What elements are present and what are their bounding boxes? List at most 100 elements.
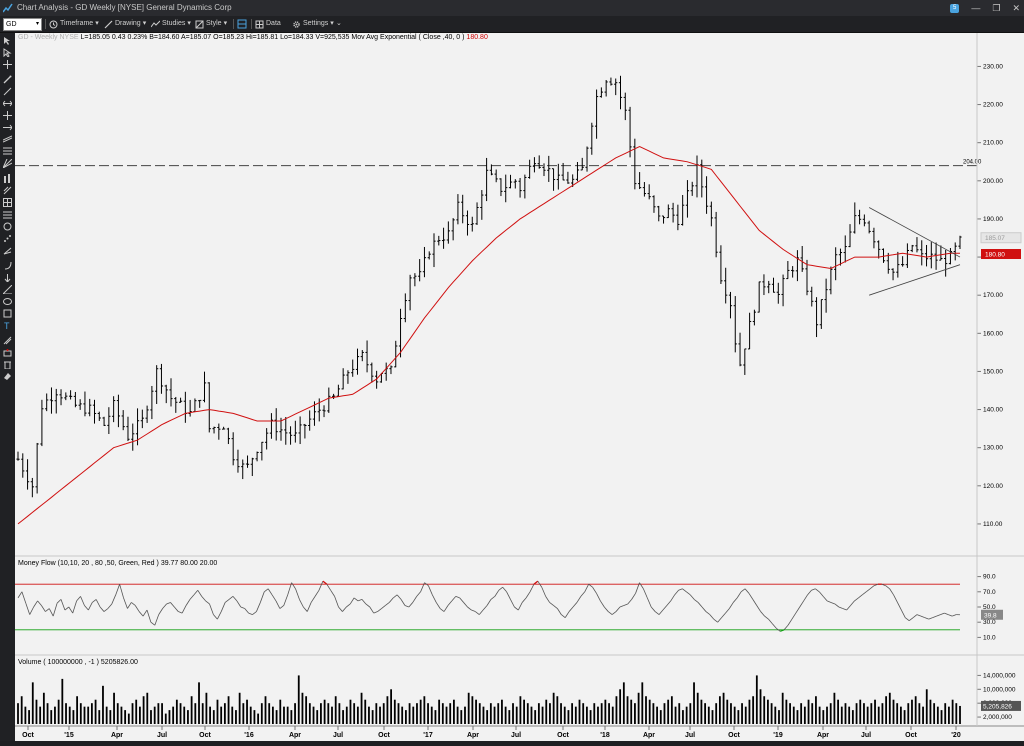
gann-fan-icon[interactable] [3, 159, 12, 168]
volume-bar [449, 703, 451, 724]
chart-canvas[interactable]: 230.00220.00210.00200.00190.00180.00170.… [15, 33, 1024, 741]
price-bar [227, 428, 230, 444]
money-flow-segment [135, 605, 139, 611]
volume-bar [239, 693, 241, 724]
volume-bar [959, 706, 961, 724]
money-flow-segment [405, 605, 409, 607]
crosshair-icon[interactable] [3, 60, 12, 69]
price-bar [150, 386, 153, 419]
volume-bar [95, 700, 97, 724]
volume-bar [368, 707, 370, 724]
rectangle-icon[interactable] [3, 309, 12, 318]
trendline-icon[interactable] [3, 87, 12, 96]
money-flow-name[interactable]: Money Flow (10,10, 20 , 80 ,50, Green, R… [18, 560, 159, 567]
money-flow-legend: Money Flow (10,10, 20 , 80 ,50, Green, R… [18, 559, 217, 569]
money-flow-segment [753, 599, 757, 605]
volume-bar [479, 703, 481, 724]
maximize-icon[interactable]: ❐ [992, 0, 1000, 16]
money-flow-segment [272, 595, 276, 601]
bars-icon[interactable] [3, 174, 12, 183]
ray-icon[interactable] [3, 123, 12, 132]
volume-bar [468, 693, 470, 724]
close-icon[interactable]: ✕ [1012, 0, 1020, 16]
price-bar [662, 216, 665, 224]
data-button[interactable]: Data [255, 16, 281, 32]
x-axis-label: '20 [951, 732, 961, 739]
drawing-button[interactable]: Drawing ▾ [104, 16, 146, 32]
money-flow-segment [761, 612, 765, 617]
money-flow-segment [401, 599, 405, 605]
triangle-lower-trendline[interactable] [869, 265, 960, 296]
lines-icon[interactable] [3, 210, 12, 219]
price-bar [628, 107, 631, 157]
alert-icon[interactable] [3, 348, 12, 357]
volume-bar [431, 707, 433, 724]
style-button[interactable]: Style ▾ [195, 16, 227, 32]
parallel-channel-icon[interactable] [3, 135, 12, 144]
pitchfork-icon[interactable] [3, 186, 12, 195]
legend-study[interactable]: Mov Avg Exponential ( Close ,40, 0 ) [351, 34, 464, 41]
timeframe-button[interactable]: Timeframe ▾ [49, 16, 99, 32]
chart-area[interactable]: 230.00220.00210.00200.00190.00180.00170.… [15, 33, 1024, 741]
minimize-icon[interactable]: — [971, 0, 980, 16]
volume-bar [302, 693, 304, 724]
vertical-line-icon[interactable] [3, 111, 12, 120]
price-bar [911, 245, 914, 252]
volume-bar [438, 700, 440, 724]
arc-icon[interactable] [3, 261, 12, 270]
volume-bar [937, 707, 939, 724]
fibonacci-icon[interactable] [3, 147, 12, 156]
trash-icon[interactable] [3, 360, 12, 369]
eraser-icon[interactable] [3, 372, 12, 381]
money-flow-segment [815, 589, 819, 592]
legend-low: Lo=184.33 [280, 34, 313, 41]
speed-lines-icon[interactable] [3, 246, 12, 255]
volume-bar [206, 693, 208, 724]
x-axis-label: '15 [64, 732, 74, 739]
volume-bar [756, 675, 758, 724]
fan-icon[interactable] [3, 285, 12, 294]
notification-badge[interactable]: 5 [950, 4, 959, 13]
chevron-down-icon[interactable]: ▾ [34, 19, 39, 30]
ellipse-icon[interactable] [3, 297, 12, 306]
money-flow-segment [221, 602, 225, 611]
text-icon[interactable]: T [3, 321, 12, 330]
price-bar [107, 407, 110, 434]
studies-button[interactable]: Studies ▾ [151, 16, 191, 32]
price-bar [743, 349, 746, 375]
money-flow-segment [225, 599, 229, 602]
price-bar [719, 245, 722, 284]
more-button[interactable]: ⌄ [336, 16, 342, 32]
cursor-icon[interactable] [3, 36, 12, 45]
volume-bar [320, 703, 322, 724]
money-flow-segment [428, 586, 432, 595]
magic-wand-icon[interactable] [3, 75, 12, 84]
dots-icon[interactable] [3, 234, 12, 243]
cycle-icon[interactable] [3, 222, 12, 231]
cursor-select-icon[interactable] [3, 48, 12, 57]
money-flow-segment [647, 598, 651, 607]
volume-bar [863, 703, 865, 724]
grid-icon[interactable] [3, 198, 12, 207]
arrow-icon[interactable] [3, 273, 12, 282]
chart-layout-button[interactable] [237, 16, 247, 32]
volume-bar [778, 710, 780, 724]
money-flow-segment [499, 587, 503, 590]
volume-bar [346, 707, 348, 724]
volume-bar [161, 703, 163, 724]
settings-button[interactable]: Settings ▾ [292, 16, 334, 32]
volume-name[interactable]: Volume ( 100000000 , -1 ) [18, 659, 99, 666]
horizontal-line-icon[interactable] [3, 99, 12, 108]
volume-bar [217, 700, 219, 724]
price-bar [585, 147, 588, 172]
money-flow-segment [45, 609, 49, 612]
money-flow-segment [280, 605, 284, 608]
symbol-input[interactable]: GD ▾ [3, 18, 42, 31]
measure-icon[interactable] [3, 336, 12, 345]
money-flow-segment [444, 605, 448, 611]
money-flow-segment [26, 603, 30, 614]
volume-bar [882, 703, 884, 724]
money-flow-segment [471, 610, 475, 612]
money-flow-segment [296, 589, 300, 600]
volume-bar [209, 707, 211, 724]
